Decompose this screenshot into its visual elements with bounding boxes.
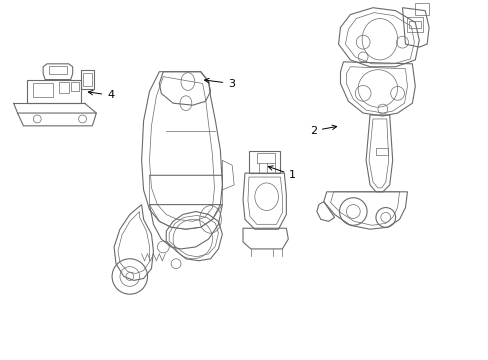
Bar <box>375 148 387 156</box>
Text: 2: 2 <box>309 125 336 136</box>
Bar <box>27 80 81 103</box>
Text: 4: 4 <box>88 90 114 100</box>
Text: 3: 3 <box>204 78 235 89</box>
Bar <box>33 82 53 97</box>
Bar <box>407 17 422 32</box>
Bar <box>71 82 79 91</box>
Bar <box>414 3 428 15</box>
Bar <box>49 66 67 74</box>
Text: 1: 1 <box>268 166 296 180</box>
Bar <box>256 153 274 163</box>
Bar <box>248 152 280 173</box>
Bar <box>81 70 94 89</box>
Bar <box>82 73 92 86</box>
Bar <box>408 21 420 28</box>
Bar <box>59 82 69 93</box>
